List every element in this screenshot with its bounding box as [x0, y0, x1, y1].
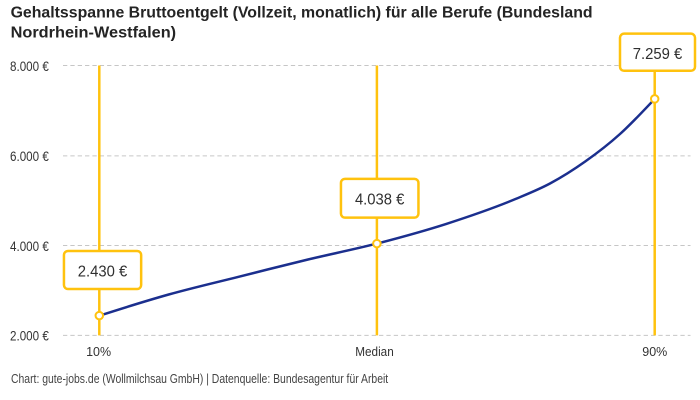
svg-text:4.038 €: 4.038 €: [355, 192, 405, 209]
svg-text:4.000 €: 4.000 €: [10, 239, 49, 254]
svg-text:Gehaltsspanne Bruttoentgelt (V: Gehaltsspanne Bruttoentgelt (Vollzeit, m…: [11, 5, 593, 22]
svg-text:6.000 €: 6.000 €: [10, 149, 49, 164]
svg-text:2.000 €: 2.000 €: [10, 329, 49, 344]
svg-text:Nordrhein-Westfalen): Nordrhein-Westfalen): [11, 25, 177, 42]
svg-text:2.430 €: 2.430 €: [78, 263, 128, 280]
svg-text:90%: 90%: [642, 344, 667, 359]
svg-text:10%: 10%: [86, 344, 111, 359]
svg-text:7.259 €: 7.259 €: [633, 46, 683, 63]
svg-text:Median: Median: [355, 344, 394, 359]
svg-text:Chart: gute-jobs.de (Wollmilch: Chart: gute-jobs.de (Wollmilchsau GmbH) …: [11, 371, 389, 386]
svg-text:8.000 €: 8.000 €: [10, 59, 49, 74]
